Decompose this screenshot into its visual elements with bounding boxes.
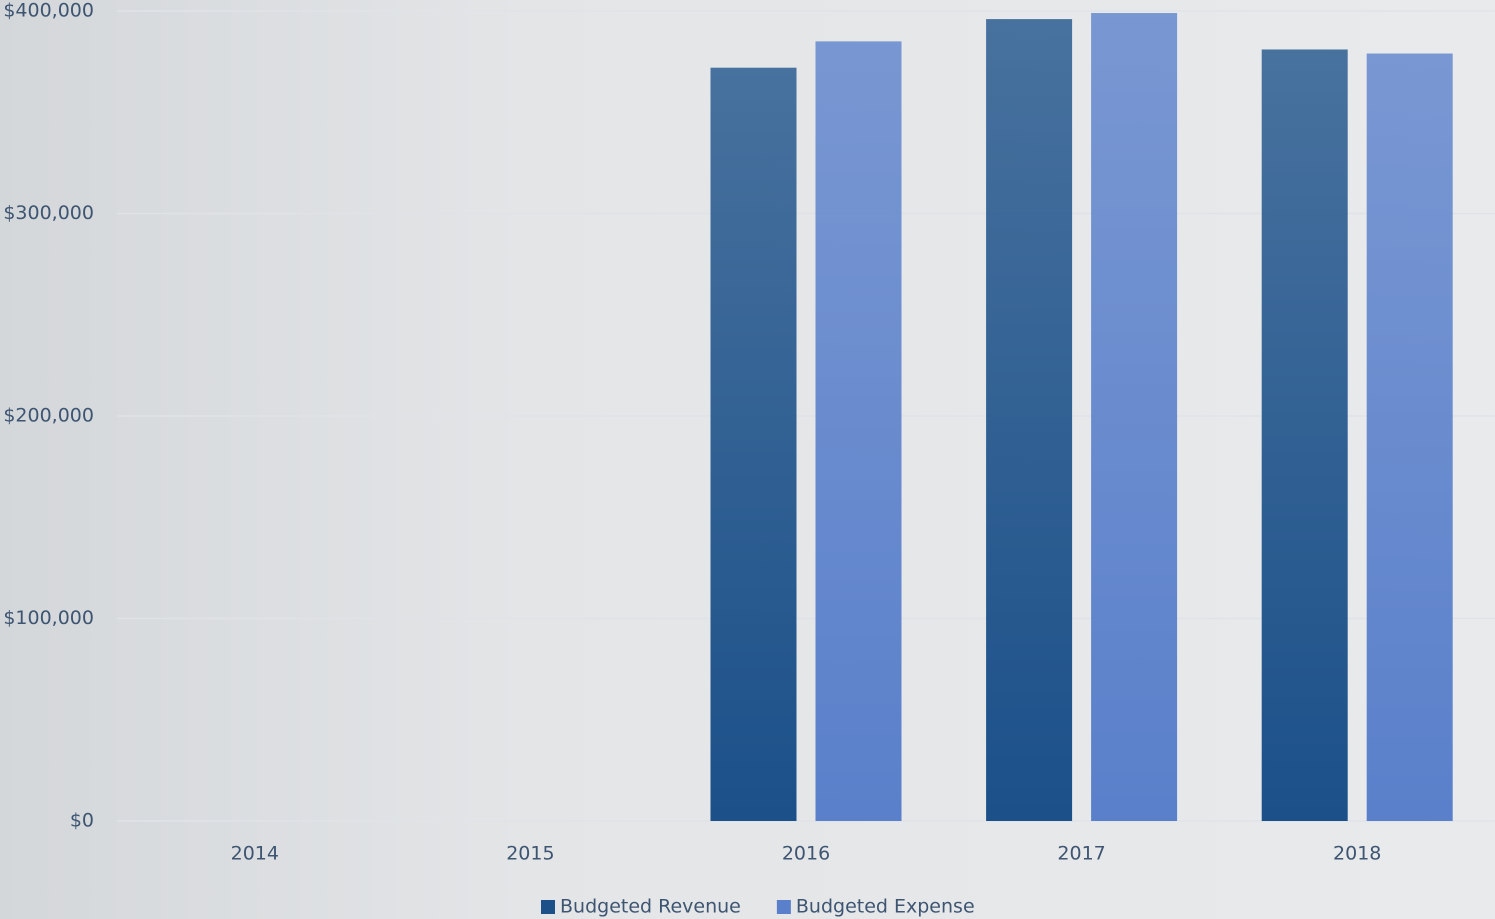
bar: [1261, 49, 1348, 822]
x-tick-label: 2014: [231, 843, 279, 865]
bar: [986, 19, 1073, 822]
y-tick-label: $200,000: [3, 405, 94, 427]
y-tick-label: $0: [70, 810, 94, 832]
x-tick-label: 2018: [1333, 843, 1381, 865]
y-tick-label: $400,000: [3, 0, 94, 22]
x-tick-label: 2016: [782, 843, 830, 865]
y-tick-label: $100,000: [3, 607, 94, 629]
legend-swatch: [776, 900, 791, 914]
bar: [710, 67, 797, 821]
bar: [815, 41, 902, 821]
bar: [1091, 13, 1178, 821]
bar: [1366, 53, 1453, 821]
x-tick-label: 2017: [1057, 843, 1105, 865]
legend-label: Budgeted Revenue: [560, 896, 741, 918]
legend-swatch: [541, 900, 555, 914]
x-tick-label: 2015: [506, 843, 554, 865]
y-tick-label: $300,000: [3, 202, 94, 224]
legend-label: Budgeted Expense: [796, 896, 975, 918]
